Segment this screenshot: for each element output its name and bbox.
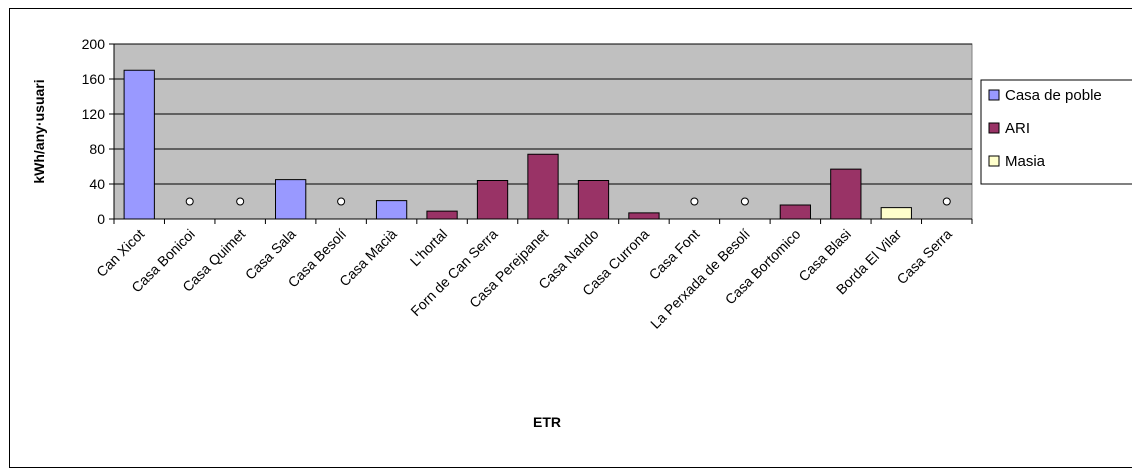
y-tick-label-0: 0 (97, 211, 105, 227)
bar-casa-bortomico (779, 204, 811, 220)
bar-casa-nando (577, 180, 610, 220)
y-tick-label-40: 40 (89, 176, 105, 192)
legend-label: Casa de poble (1005, 87, 1102, 104)
markers (185, 197, 951, 206)
legend-label: ARI (1005, 120, 1030, 137)
marker-casa-bonicoi (185, 197, 194, 206)
y-tick-labels: 0 40 80 120 160 200 (82, 36, 106, 227)
bar-forn-de-can-serra (476, 180, 509, 220)
bar-casa-perejpanet (527, 153, 559, 220)
legend-swatch (988, 89, 1000, 101)
y-axis-title: kWh/any·usuari (31, 79, 47, 183)
legend-swatch (988, 155, 1000, 167)
y-tick-label-120: 120 (82, 106, 106, 122)
legend: Casa de poble ARI Masia (980, 79, 1132, 185)
x-axis-title: ETR (533, 414, 561, 430)
y-tick-label-80: 80 (89, 141, 105, 157)
marker-casa-serra (942, 197, 951, 206)
marker-casa-font (690, 197, 699, 206)
bars (123, 69, 912, 220)
bar-casa-blasi (830, 168, 862, 220)
x-category-label: Forn de Can Serra (407, 226, 500, 319)
y-tick-label-160: 160 (82, 71, 106, 87)
chart-frame: 0 40 80 120 160 200 Can Xicot Casa Bonicoi Casa… (9, 8, 1132, 468)
legend-label: Masia (1005, 153, 1046, 170)
bar-casa-sala (275, 179, 307, 220)
x-category-label: L'hortal (407, 226, 450, 269)
marker-casa-quimet (236, 197, 245, 206)
bar-can-xicot (123, 69, 155, 220)
marker-la-perxada-de-besol- (740, 197, 749, 206)
x-category-label: Casa Serra (894, 226, 956, 288)
legend-swatch (988, 122, 1000, 134)
legend-box (980, 79, 1132, 185)
bar-casa-currona (628, 212, 660, 220)
bar-borda-el-vilar (880, 207, 912, 220)
axes (109, 43, 973, 224)
x-category-label: La Perxada de Besolí (647, 226, 753, 332)
bar-l-hortal (426, 210, 458, 220)
gridlines (114, 43, 972, 185)
bar-casa-maci- (375, 200, 408, 220)
marker-casa-besol- (337, 197, 346, 206)
y-tick-label-200: 200 (82, 36, 106, 52)
